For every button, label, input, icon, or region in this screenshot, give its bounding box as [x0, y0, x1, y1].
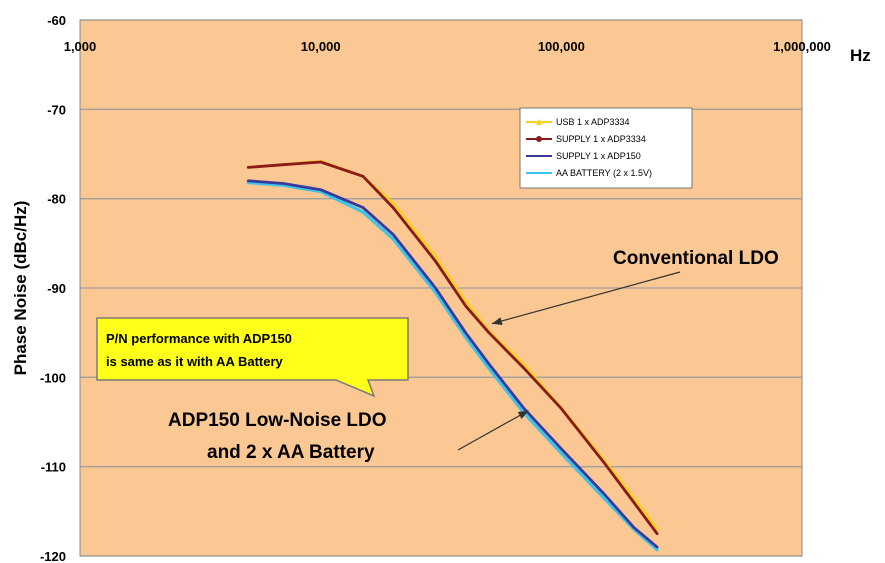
y-tick-label: -100 [40, 370, 66, 385]
y-tick-label: -70 [47, 102, 66, 117]
y-tick-label: -110 [41, 460, 66, 475]
legend-box [519, 107, 693, 189]
legend: USB 1 x ADP3334 SUPPLY 1 x ADP3334 SUPPLY … [519, 107, 693, 189]
y-tick-label: -120 [40, 549, 66, 563]
x-axis-tick-labels: 1,000 10,000 100,000 1,000,000 [64, 39, 831, 54]
callout-line1: P/N performance with ADP150 [106, 331, 292, 346]
annotation-conventional-text: Conventional LDO [613, 248, 779, 269]
x-tick-label: 10,000 [301, 39, 341, 54]
legend-marker [536, 136, 542, 142]
x-tick-label: 1,000 [64, 39, 97, 54]
annotation-adp150: ADP150 Low-Noise LDO and 2 x AA Battery [168, 410, 529, 463]
y-tick-label: -90 [47, 281, 66, 296]
x-tick-label: 100,000 [538, 39, 585, 54]
legend-marker [536, 119, 542, 125]
annotation-arrow-conventional [491, 271, 681, 325]
series-layer [246, 159, 659, 552]
plot-border [79, 19, 803, 557]
legend-label: AA BATTERY (2 x 1.5V) [556, 168, 652, 178]
y-axis-tick-labels: -60 -70 -80 -90 -100 -110 -120 [40, 13, 66, 563]
callout-bubble: P/N performance with ADP150 is same as i… [96, 317, 409, 398]
y-tick-label: -60 [47, 13, 66, 28]
legend-label: USB 1 x ADP3334 [556, 117, 630, 127]
annotation-adp150-line1: ADP150 Low-Noise LDO [168, 410, 387, 431]
legend-items: USB 1 x ADP3334 SUPPLY 1 x ADP3334 SUPPLY … [526, 117, 652, 178]
callout-line2: is same as it with AA Battery [106, 354, 284, 369]
annotation-conventional-ldo: Conventional LDO [491, 248, 779, 325]
annotation-arrowhead-adp150 [517, 410, 529, 419]
x-tick-label: 1,000,000 [773, 39, 831, 54]
x-axis-title: Hz [850, 46, 871, 65]
annotation-adp150-line2: and 2 x AA Battery [207, 442, 375, 463]
annotation-arrow-adp150 [457, 410, 529, 451]
y-tick-label: -80 [47, 192, 66, 207]
y-axis-title: Phase Noise (dBc/Hz) [11, 201, 30, 376]
series-line [246, 179, 659, 549]
annotation-arrowhead-conventional [491, 317, 503, 325]
series-line [246, 181, 659, 552]
series-line [246, 160, 659, 536]
legend-label: SUPPLY 1 x ADP3334 [556, 134, 646, 144]
legend-label: SUPPLY 1 x ADP150 [556, 151, 641, 161]
callout-shape [96, 317, 409, 398]
